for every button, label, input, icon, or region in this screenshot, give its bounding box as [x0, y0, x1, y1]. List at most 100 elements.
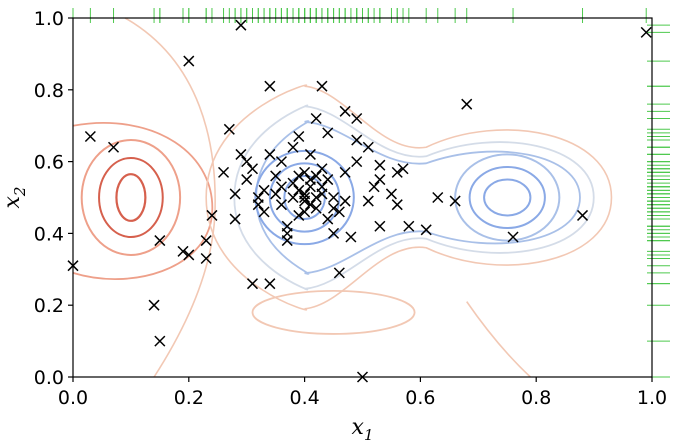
- data-point: [316, 80, 328, 92]
- data-point: [270, 188, 282, 200]
- contour-center-2: [268, 162, 341, 233]
- data-point: [339, 105, 351, 117]
- data-point: [154, 335, 166, 347]
- data-point: [640, 26, 652, 38]
- contour-positive-outer-2: [233, 104, 595, 291]
- y-tick-label: 0.8: [34, 80, 64, 102]
- data-point: [299, 206, 311, 218]
- y-axis-ticks: 0.0 0.2 0.4 0.6 0.8 1.0: [34, 8, 73, 389]
- data-point: [270, 170, 282, 182]
- data-point: [293, 130, 305, 143]
- data-point: [264, 80, 276, 92]
- data-point: [264, 148, 276, 160]
- rug-right-y: [647, 24, 670, 378]
- data-point: [328, 227, 340, 239]
- contour-bottom: [251, 289, 416, 335]
- data-point: [304, 199, 316, 211]
- data-point: [275, 181, 287, 193]
- data-point: [258, 206, 270, 218]
- data-point: [304, 174, 316, 186]
- data-point: [148, 299, 160, 311]
- data-point: [183, 55, 195, 67]
- contour-left-1: [115, 173, 147, 222]
- y-tick-label: 0.2: [34, 295, 64, 317]
- contour-center-1: [254, 149, 355, 246]
- data-point: [293, 184, 305, 196]
- contour-right-2: [468, 165, 546, 230]
- data-point: [287, 191, 299, 204]
- data-point: [183, 249, 195, 261]
- x-tick-label: 0.0: [58, 387, 88, 409]
- data-point: [293, 170, 305, 182]
- data-point: [322, 213, 334, 225]
- data-point: [235, 19, 247, 31]
- data-point: [252, 191, 264, 204]
- x-tick-label: 0.6: [405, 387, 435, 409]
- x-tick-label: 1.0: [637, 387, 667, 409]
- y-axis-label: x2: [0, 187, 29, 209]
- data-point: [275, 156, 287, 168]
- contour-right-3: [483, 178, 532, 217]
- data-point: [391, 166, 403, 178]
- data-point: [333, 206, 345, 218]
- data-point: [333, 267, 345, 279]
- data-point: [281, 220, 293, 232]
- data-point: [507, 231, 519, 243]
- data-point: [287, 177, 299, 189]
- data-point: [397, 163, 409, 175]
- data-point: [84, 130, 96, 143]
- data-point: [304, 148, 316, 160]
- contour-right-1: [454, 153, 561, 242]
- data-point: [316, 163, 328, 175]
- data-point: [322, 127, 334, 139]
- data-point: [403, 220, 415, 232]
- data-point: [310, 202, 322, 214]
- data-point: [264, 278, 276, 290]
- data-point: [310, 191, 322, 204]
- data-point: [275, 199, 287, 211]
- x-tick-label: 0.2: [174, 387, 204, 409]
- data-point: [310, 170, 322, 182]
- y-tick-label: 1.0: [34, 8, 64, 30]
- contour-left-4: [72, 122, 214, 280]
- data-point: [206, 209, 218, 221]
- data-point: [241, 156, 253, 168]
- data-point: [461, 98, 473, 110]
- data-point: [281, 235, 293, 247]
- data-point: [362, 195, 374, 207]
- data-point: [235, 148, 247, 160]
- data-point: [339, 166, 351, 178]
- data-point: [299, 166, 311, 178]
- contour-lines: [72, 17, 613, 378]
- data-point: [299, 195, 311, 207]
- data-point: [351, 156, 363, 168]
- data-point: [385, 188, 397, 200]
- data-point: [351, 112, 363, 125]
- data-point: [576, 209, 589, 221]
- data-point: [200, 235, 212, 247]
- data-point: [218, 166, 230, 178]
- data-point: [322, 174, 334, 186]
- data-point: [299, 191, 311, 204]
- data-point: [200, 252, 212, 265]
- data-point: [229, 213, 241, 225]
- data-point: [223, 123, 235, 135]
- x-tick-label: 0.8: [521, 387, 551, 409]
- contour-bottom-right: [466, 301, 531, 378]
- data-point: [374, 159, 386, 171]
- data-point: [241, 174, 253, 186]
- contour-positive-outer-1: [205, 84, 613, 311]
- data-point: [345, 231, 357, 243]
- data-point: [246, 163, 259, 175]
- contour-left-3: [80, 139, 182, 256]
- scatter-points: [67, 19, 652, 383]
- data-point: [258, 184, 270, 196]
- y-tick-label: 0.0: [34, 367, 64, 389]
- contour-left-2: [98, 157, 164, 238]
- data-point: [328, 191, 340, 204]
- data-point: [374, 220, 386, 232]
- data-point: [351, 134, 363, 146]
- data-point: [362, 141, 374, 153]
- data-point: [246, 278, 259, 290]
